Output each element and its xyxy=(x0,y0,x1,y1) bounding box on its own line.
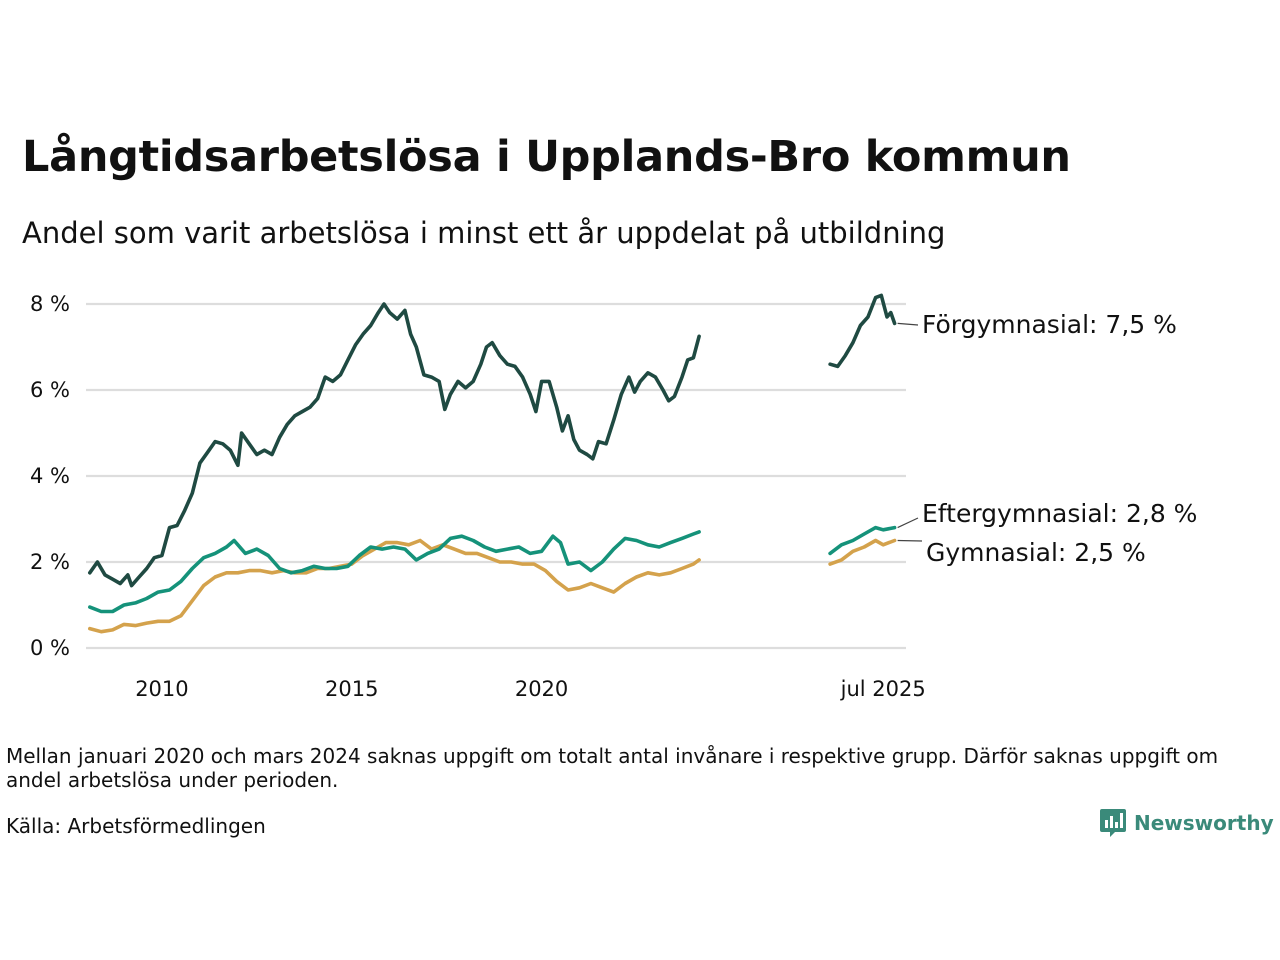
x-tick-label: 2020 xyxy=(515,677,568,701)
label-connector xyxy=(897,539,923,542)
end-label-förgymnasial: Förgymnasial: 7,5 % xyxy=(922,310,1177,339)
x-tick-label: 2010 xyxy=(135,677,188,701)
series-line-förgymnasial xyxy=(88,302,701,588)
label-connector xyxy=(897,322,919,326)
source-note: Källa: Arbetsförmedlingen xyxy=(6,814,266,838)
end-labels: Förgymnasial: 7,5 % Eftergymnasial: 2,8 %… xyxy=(897,310,1197,567)
newsworthy-logo: Newsworthy xyxy=(1099,808,1274,838)
series-line-gymnasial xyxy=(828,538,897,566)
label-connector xyxy=(897,517,919,529)
y-axis-ticks: 0 % 2 % 4 % 6 % 8 % xyxy=(30,292,70,660)
y-tick-label: 2 % xyxy=(30,550,70,574)
y-tick-label: 6 % xyxy=(30,378,70,402)
bar-chart-speech-bubble-icon xyxy=(1100,809,1126,837)
series-line-förgymnasial xyxy=(828,293,897,369)
brand-name: Newsworthy xyxy=(1134,811,1274,835)
y-tick-label: 0 % xyxy=(30,636,70,660)
series-line-eftergymnasial xyxy=(828,525,897,556)
series-line-gymnasial xyxy=(88,538,701,634)
end-label-gymnasial: Gymnasial: 2,5 % xyxy=(926,538,1146,567)
x-tick-label: 2015 xyxy=(325,677,378,701)
y-tick-label: 4 % xyxy=(30,464,70,488)
line-chart: 0 % 2 % 4 % 6 % 8 % 2010 2015 2020 jul 2025 För… xyxy=(30,292,1197,701)
chart-title: Långtidsarbetslösa i Upplands-Bro kommun xyxy=(22,132,1071,182)
footnote: Mellan januari 2020 och mars 2024 saknas… xyxy=(6,744,1219,792)
end-label-eftergymnasial: Eftergymnasial: 2,8 % xyxy=(922,499,1197,528)
gridlines xyxy=(86,302,906,650)
x-tick-label: jul 2025 xyxy=(840,677,926,701)
x-axis-ticks: 2010 2015 2020 jul 2025 xyxy=(135,677,926,701)
series-line-eftergymnasial xyxy=(88,530,701,614)
y-tick-label: 8 % xyxy=(30,292,70,316)
chart-subtitle: Andel som varit arbetslösa i minst ett å… xyxy=(22,216,946,250)
series-lines xyxy=(88,293,897,634)
